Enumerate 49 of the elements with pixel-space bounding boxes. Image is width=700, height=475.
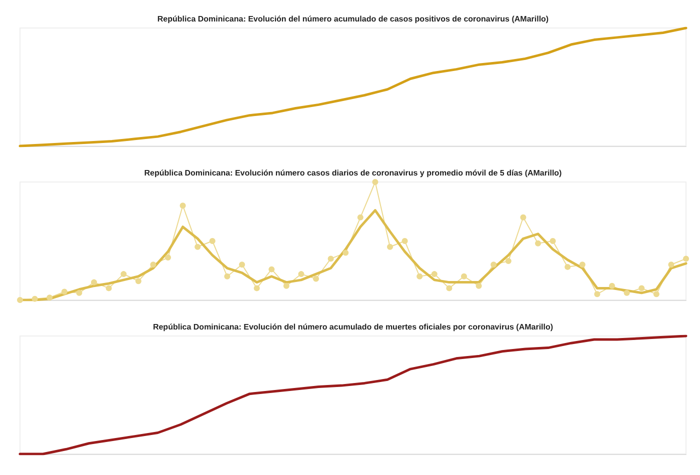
point (165, 254, 171, 261)
point (194, 244, 201, 250)
point (254, 285, 260, 292)
point (357, 214, 364, 220)
chart-title: República Dominicana: Evolución número casos diarios de coronavirus y promedio móvil de 5 días (AMarillo) (144, 168, 562, 178)
point (106, 285, 112, 292)
point (387, 244, 393, 250)
point (564, 264, 571, 270)
point (328, 256, 334, 262)
point (416, 273, 423, 280)
point (668, 262, 674, 268)
point (313, 276, 319, 282)
point (298, 271, 304, 278)
point (239, 262, 245, 268)
point (609, 282, 615, 289)
point (461, 273, 467, 280)
point (490, 262, 497, 268)
point (135, 278, 142, 284)
point (624, 290, 630, 296)
point (224, 273, 230, 280)
point (150, 262, 156, 268)
point (91, 279, 97, 286)
point (594, 291, 600, 298)
point (535, 240, 541, 246)
point (505, 258, 512, 264)
point (653, 291, 660, 298)
point (342, 250, 349, 256)
point (180, 202, 186, 209)
point (402, 238, 408, 244)
chart-title: República Dominicana: Evolución del número acumulado de casos positivos de coronavirus (AMarillo) (157, 14, 549, 24)
point (76, 290, 82, 296)
point (372, 179, 378, 185)
point (32, 296, 38, 302)
point (638, 285, 645, 292)
point (209, 238, 216, 244)
point (550, 238, 556, 244)
point (46, 294, 53, 301)
point (431, 271, 438, 278)
point (579, 262, 586, 268)
point (268, 266, 275, 272)
point (17, 297, 23, 303)
point (120, 271, 127, 278)
point (683, 256, 689, 262)
point (520, 214, 526, 220)
point (283, 282, 290, 289)
point (61, 288, 68, 295)
chart-title: República Dominicana: Evolución del número acumulado de muertes oficiales por coronavirus (AMarillo) (152, 322, 554, 332)
point (476, 282, 482, 289)
point (446, 285, 452, 292)
